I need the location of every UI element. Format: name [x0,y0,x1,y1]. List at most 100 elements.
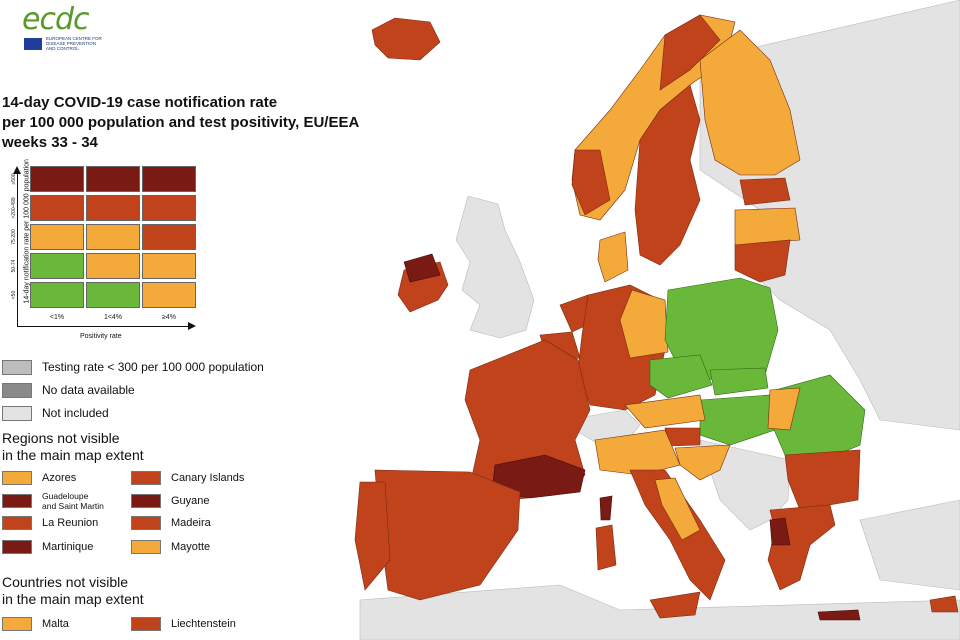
region-item-madeira: Madeira [131,516,211,530]
matrix-row-label: <50 [11,290,17,300]
swatch-la-reunion [2,516,32,530]
region-ireland-north [403,253,441,283]
region-cyprus [929,595,959,613]
label-guadeloupe-line-2: and Saint Martin [42,501,104,511]
region-sardinia [595,524,617,571]
matrix-row-label: ≥500 [11,173,17,185]
matrix-cell [86,195,140,221]
matrix-cell [30,166,84,192]
eu-flag-icon [24,38,42,50]
matrix-x-label: Positivity rate [80,333,122,340]
logo-subtitle: EUROPEAN CENTRE FOR DISEASE PREVENTION A… [46,36,102,51]
region-item-azores: Azores [2,471,76,485]
region-estonia [739,177,791,206]
x-axis-line [17,326,191,327]
region-iceland [371,17,441,61]
region-norway-north [659,14,721,91]
legend-swatch-testing [2,359,32,375]
land-not-included-turkey [859,499,960,591]
label-azores: Azores [42,472,77,484]
swatch-martinique [2,540,32,554]
region-item-canary-islands: Canary Islands [131,471,244,485]
y-axis-line [17,172,18,326]
region-item-la-reunion: La Reunion [2,516,98,530]
legend-label-nodata: No data available [42,383,135,397]
countries-header-line-2: in the main map extent [2,591,144,607]
country-item-malta: Malta [2,617,69,631]
legend-notincluded: Not included [2,405,109,421]
matrix-cell [30,253,84,279]
matrix-col-label: 1<4% [103,314,123,321]
label-martinique: Martinique [42,541,94,553]
swatch-canary-islands [131,471,161,485]
country-item-liechtenstein: Liechtenstein [131,617,236,631]
matrix-cell [30,224,84,250]
matrix-cell [142,166,196,192]
region-portugal [354,481,391,591]
region-slovakia [709,367,769,396]
region-romania-west [767,387,801,431]
region-sicily [649,591,701,619]
swatch-mayotte [131,540,161,554]
matrix-cell [86,224,140,250]
matrix-col-label: <1% [49,314,65,321]
label-madeira: Madeira [171,517,211,529]
logo-wordmark: ecdc [22,2,89,37]
label-la-reunion: La Reunion [42,517,99,529]
title-line-1: 14-day COVID-19 case notification rate [2,94,278,111]
y-axis-arrow-icon [13,166,21,174]
countries-header-line-1: Countries not visible [2,574,129,590]
swatch-liechtenstein [131,617,161,631]
region-germany-east [619,289,669,359]
matrix-cell [86,166,140,192]
region-crete [817,609,861,621]
region-czechia [649,354,713,399]
countries-header: Countries not visible in the main map ex… [2,574,144,608]
region-item-martinique: Martinique [2,540,93,554]
matrix-cell [86,253,140,279]
swatch-guadeloupe [2,494,32,508]
matrix-cell [30,282,84,308]
matrix-col-label: ≥4% [162,314,176,321]
land-not-included-uk [455,195,535,339]
label-malta: Malta [42,618,69,630]
legend-label-notincluded: Not included [42,406,109,420]
region-finland [699,29,801,176]
legend-swatch-notincluded [2,405,32,421]
region-denmark [597,231,629,283]
swatch-madeira [131,516,161,530]
ecdc-logo: ecdc EUROPEAN CENTRE FOR DISEASE PREVENT… [0,0,120,58]
region-item-guadeloupe: Guadeloupe and Saint Martin [2,491,104,511]
matrix-cell [142,195,196,221]
label-guadeloupe-line-1: Guadeloupe [42,491,89,501]
region-item-guyane: Guyane [131,494,210,508]
legend-nodata: No data available [2,382,135,398]
label-liechtenstein: Liechtenstein [171,618,236,630]
region-italy-center [654,477,701,541]
label-guyane: Guyane [171,495,210,507]
title-line-2: per 100 000 population and test positivi… [2,114,360,131]
region-croatia [674,444,731,481]
matrix-cell [30,195,84,221]
matrix-row-label: >200-499 [11,197,17,219]
label-canary-islands: Canary Islands [171,472,245,484]
legend-swatch-nodata [2,382,32,398]
label-guadeloupe: Guadeloupe and Saint Martin [42,491,104,511]
swatch-guyane [131,494,161,508]
regions-header-line-2: in the main map extent [2,447,144,463]
matrix-cell [86,282,140,308]
region-greece-west [769,517,791,546]
legend-label-testing: Testing rate < 300 per 100 000 populatio… [42,360,264,374]
region-latvia [734,207,801,246]
regions-header: Regions not visible in the main map exte… [2,430,144,464]
region-sweden [634,84,701,266]
map-title: 14-day COVID-19 case notification rate p… [2,93,402,153]
regions-header-line-1: Regions not visible [2,430,120,446]
matrix-cell [142,282,196,308]
title-line-3: weeks 33 - 34 [2,134,98,151]
matrix-cell [142,224,196,250]
x-axis-arrow-icon [188,322,196,330]
region-austria [624,394,706,429]
region-corsica [599,495,613,521]
